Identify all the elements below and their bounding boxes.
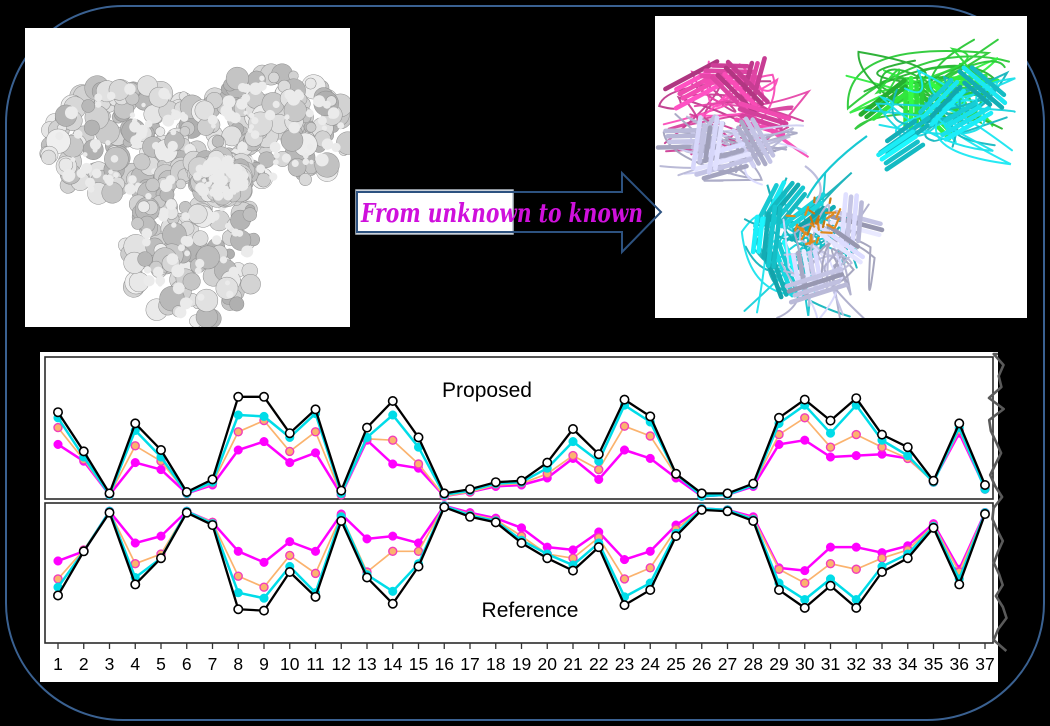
series-line-cyan	[56, 504, 987, 601]
svg-text:25: 25	[666, 654, 685, 674]
proposed-label: Proposed	[442, 379, 532, 402]
svg-text:31: 31	[821, 654, 840, 674]
svg-text:36: 36	[950, 654, 969, 674]
svg-text:9: 9	[259, 654, 269, 674]
svg-text:19: 19	[512, 654, 531, 674]
svg-text:30: 30	[795, 654, 815, 674]
antibody-surface-image	[39, 63, 350, 327]
svg-text:32: 32	[847, 654, 866, 674]
svg-text:18: 18	[486, 654, 505, 674]
svg-text:5: 5	[156, 654, 166, 674]
svg-text:24: 24	[641, 654, 661, 674]
fc-cyan-domain	[740, 171, 858, 318]
antibody-cartoon-image	[655, 38, 1016, 318]
reference-plot-box	[44, 502, 994, 644]
svg-text:2: 2	[79, 654, 89, 674]
svg-text:13: 13	[357, 654, 376, 674]
svg-text:12: 12	[332, 654, 351, 674]
mirror-chart-panel: 1 2 3 4 5 6 7 8 9 10 11 12 13 14 15 16 17 18 19 20 21 22 23 24 2…	[40, 352, 1008, 682]
svg-text:29: 29	[769, 654, 788, 674]
svg-text:11: 11	[306, 654, 324, 674]
torn-edge-decoration	[987, 352, 1008, 652]
svg-text:27: 27	[718, 654, 737, 674]
svg-text:17: 17	[460, 654, 479, 674]
reference-label: Reference	[481, 599, 579, 622]
fab2-cyan-domain	[864, 65, 1016, 172]
arrow-label: From unknown to known	[360, 199, 643, 229]
svg-text:26: 26	[692, 654, 711, 674]
chart-plot: 1 2 3 4 5 6 7 8 9 10 11 12 13 14 15 16 17 18 19 20 21 22 23 24 2…	[44, 352, 1008, 674]
svg-text:4: 4	[130, 654, 140, 674]
x-axis-ticks	[57, 643, 986, 649]
x-axis-tick-labels: 1 2 3 4 5 6 7 8 9 10 11 12 13 14 15 16 17 18 19 20 21 22 23 24 2…	[53, 654, 995, 674]
hinge-linker-cyan	[806, 135, 868, 199]
svg-text:35: 35	[924, 654, 943, 674]
known-structure-panel	[655, 16, 1027, 318]
svg-text:21: 21	[563, 654, 582, 674]
svg-text:16: 16	[435, 654, 454, 674]
hinge-linker-lavender	[804, 165, 822, 205]
svg-text:3: 3	[105, 654, 115, 674]
svg-text:37: 37	[975, 654, 994, 674]
svg-text:28: 28	[744, 654, 763, 674]
svg-text:33: 33	[872, 654, 891, 674]
surface-domain	[191, 63, 350, 190]
svg-text:34: 34	[898, 654, 918, 674]
svg-text:22: 22	[589, 654, 608, 674]
fab1-lavender-domain	[655, 113, 808, 186]
fc-lavender-domain	[776, 192, 885, 318]
svg-text:14: 14	[383, 654, 403, 674]
transition-arrow: From unknown to known	[350, 167, 670, 261]
glycan-sticks-orange	[785, 196, 842, 246]
svg-text:10: 10	[280, 654, 300, 674]
surface-domain	[118, 150, 261, 327]
series-markers-black-open-circle	[53, 502, 990, 616]
series-line-black-open-circle	[57, 505, 987, 612]
svg-text:15: 15	[409, 654, 428, 674]
series-markers-black-open-circle	[53, 391, 990, 499]
panel-series-reference	[53, 501, 990, 616]
rounded-frame-border	[5, 5, 1045, 721]
proposed-plot-box	[44, 356, 994, 500]
unknown-structure-panel	[25, 28, 350, 327]
surface-domain	[39, 75, 207, 205]
panel-series-proposed	[53, 391, 990, 501]
right-arrow-shape	[356, 170, 663, 255]
surface-domain	[187, 146, 256, 208]
svg-text:23: 23	[615, 654, 634, 674]
svg-text:20: 20	[538, 654, 558, 674]
svg-text:1: 1	[53, 654, 63, 674]
svg-text:7: 7	[208, 654, 218, 674]
svg-text:6: 6	[182, 654, 192, 674]
svg-text:8: 8	[233, 654, 243, 674]
